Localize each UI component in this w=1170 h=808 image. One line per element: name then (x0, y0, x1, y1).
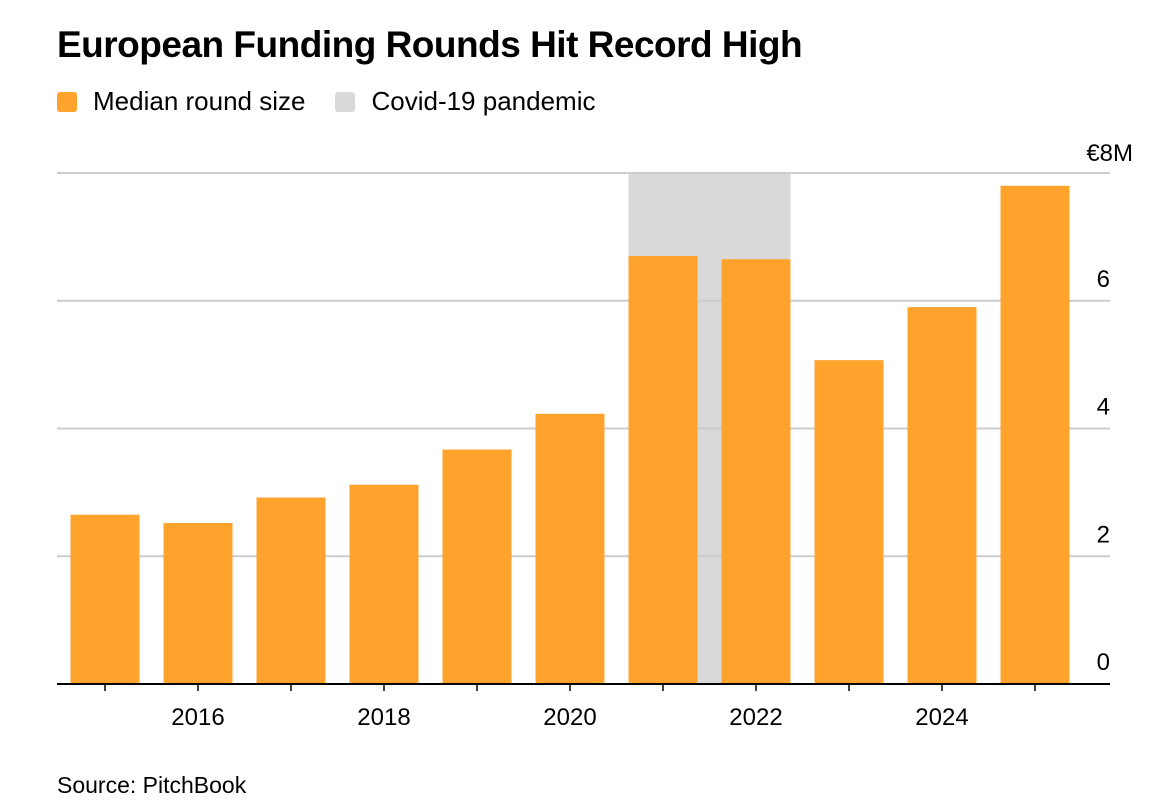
bar-2017 (256, 497, 326, 684)
y-tick-label-2: 2 (1097, 521, 1110, 548)
x-tick-label-2020: 2020 (543, 704, 596, 731)
legend-swatch-covid (335, 91, 356, 112)
bar-2019 (442, 449, 512, 684)
bar-2020 (535, 413, 605, 684)
bar-2023 (814, 360, 884, 684)
y-tick-label-8: €8M (1086, 140, 1133, 167)
bar-2022 (721, 259, 791, 684)
legend-swatch-median (57, 91, 77, 112)
bar-2021 (628, 256, 698, 684)
legend-label-median: Median round size (93, 86, 306, 116)
bar-2016 (163, 523, 233, 684)
legend-label-covid: Covid-19 pandemic (371, 86, 596, 116)
bar-2015 (70, 514, 140, 684)
y-tick-label-0: 0 (1097, 649, 1110, 676)
x-tick-label-2016: 2016 (171, 704, 224, 731)
legend-item-covid: Covid-19 pandemic (335, 86, 595, 117)
bar-2025 (1000, 185, 1070, 684)
y-tick-label-4: 4 (1097, 394, 1110, 421)
legend-item-median: Median round size (57, 86, 305, 117)
y-tick-label-6: 6 (1097, 266, 1110, 293)
x-tick-label-2022: 2022 (729, 704, 782, 731)
x-tick-label-2024: 2024 (915, 704, 968, 731)
bar-2024 (907, 307, 977, 684)
legend: Median round size Covid-19 pandemic (57, 86, 625, 117)
chart-title: European Funding Rounds Hit Record High (57, 24, 803, 65)
x-tick-label-2018: 2018 (357, 704, 410, 731)
bar-2018 (349, 484, 419, 684)
source-note: Source: PitchBook (57, 772, 247, 798)
